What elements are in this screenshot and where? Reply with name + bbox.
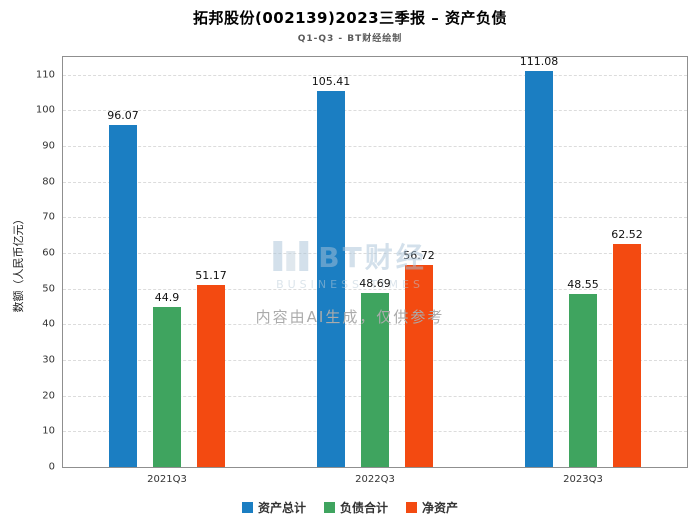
legend-swatch (241, 502, 253, 513)
chart-title: 拓邦股份(002139)2023三季报 – 资产负债 (192, 9, 508, 27)
y-tick-label: 80 (42, 176, 55, 188)
legend-item: 负债合计 (323, 499, 388, 516)
bar-value-label: 62.52 (611, 228, 643, 242)
gridline (63, 181, 687, 183)
bar-value-label: 51.17 (195, 268, 227, 282)
x-tick-label: 2021Q3 (147, 474, 187, 485)
y-tick-label: 0 (48, 461, 55, 473)
bar-value-label: 44.9 (154, 290, 180, 304)
chart-legend: 资产总计 负债合计 净资产 (0, 499, 700, 516)
gridline (63, 146, 687, 148)
y-tick-label: 10 (42, 425, 55, 437)
gridline (63, 110, 687, 112)
bar: 48.55 (567, 278, 599, 467)
legend-label: 资产总计 (257, 501, 306, 515)
bar: 111.08 (520, 55, 558, 467)
bar: 48.69 (359, 277, 391, 467)
legend-swatch (406, 502, 417, 513)
y-tick-label: 20 (42, 390, 55, 402)
bar-value-label: 105.41 (311, 75, 351, 89)
y-tick-label: 40 (42, 318, 55, 330)
legend-item: 净资产 (406, 499, 458, 516)
y-tick-label: 90 (42, 140, 55, 152)
x-tick-label: 2022Q3 (355, 474, 395, 485)
y-tick-label: 110 (35, 69, 55, 81)
x-tick-label: 2023Q3 (563, 474, 603, 485)
bar-value-label: 111.08 (519, 54, 559, 68)
legend-label: 净资产 (422, 501, 459, 515)
y-axis-label: 数额（人民币亿元） (12, 213, 25, 313)
chart-subtitle: Q1-Q3 - BT财经绘制 (297, 34, 403, 44)
gridline (63, 288, 687, 290)
bar: 44.9 (153, 291, 181, 467)
y-tick-label: 30 (42, 354, 55, 366)
bar-value-label: 48.55 (567, 277, 599, 291)
bar: 105.41 (312, 75, 350, 467)
gridline (63, 74, 687, 76)
y-tick-label: 100 (35, 104, 55, 116)
gridline (63, 253, 687, 255)
legend-item: 资产总计 (241, 499, 306, 516)
bar-value-label: 96.07 (107, 108, 139, 122)
bar: 56.72 (403, 249, 435, 467)
legend-swatch (323, 502, 335, 513)
bar: 51.17 (195, 269, 227, 467)
bar-value-label: 56.72 (403, 248, 435, 262)
y-tick-label: 60 (42, 247, 55, 259)
y-tick-label: 70 (42, 211, 55, 223)
legend-label: 负债合计 (339, 501, 388, 515)
bar-value-label: 48.69 (359, 277, 391, 291)
bar: 96.07 (107, 109, 139, 467)
bar: 62.52 (611, 228, 643, 467)
gridline (63, 217, 687, 219)
y-tick-label: 50 (42, 283, 55, 295)
plot-area: 0 10 20 30 40 50 60 70 80 90 100 110 2021Q3 96.07 44.9… (36, 55, 688, 485)
